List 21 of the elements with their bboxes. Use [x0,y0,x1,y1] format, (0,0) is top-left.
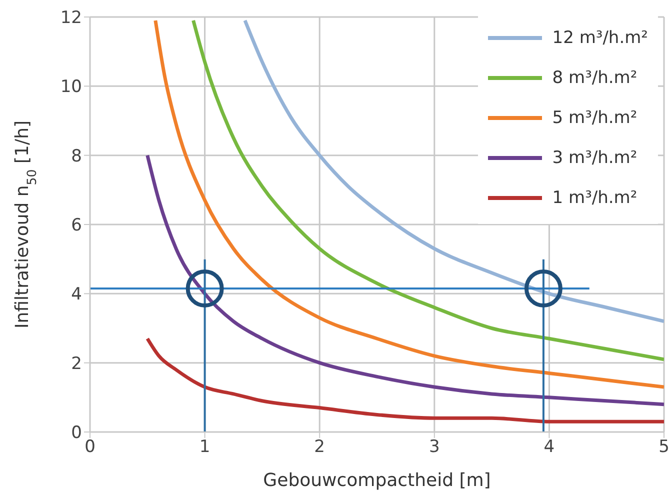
y-tick-label: 8 [71,146,82,166]
x-axis-title: Gebouwcompactheid [m] [263,470,491,491]
legend-label: 8 m³/h.m² [552,68,638,88]
x-tick-label: 4 [544,437,555,458]
x-tick-label: 5 [658,437,670,458]
x-tick-label: 0 [84,437,96,458]
x-tick-label: 3 [428,437,440,458]
legend-label: 3 m³/h.m² [552,148,638,168]
y-tick-label: 10 [60,77,82,98]
y-tick-label: 4 [71,284,82,305]
legend-label: 5 m³/h.m² [552,108,638,128]
y-tick-label: 0 [71,423,82,444]
legend-label: 1 m³/h.m² [552,188,638,208]
y-tick-label: 2 [71,354,82,374]
x-tick-label: 2 [314,437,326,458]
y-tick-label: 6 [71,216,82,236]
y-tick-label: 12 [60,8,82,28]
line-series [243,18,664,324]
line-series [146,336,664,424]
legend-label: 12 m³/h.m² [552,28,648,48]
x-tick-label: 1 [199,437,210,458]
